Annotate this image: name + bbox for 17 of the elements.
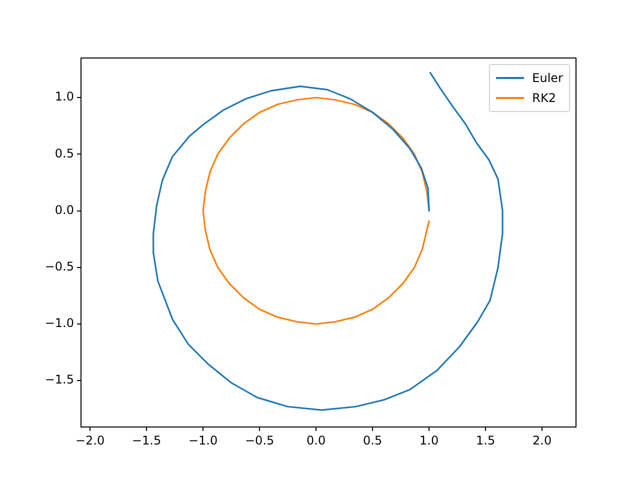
x-tick-label: 0.0 [306, 433, 326, 448]
x-tick-label: 1.0 [420, 433, 439, 448]
x-tick-label: 1.5 [476, 433, 496, 448]
y-tick-label: −1.0 [44, 316, 74, 330]
x-tick-label: −2.0 [75, 433, 105, 448]
x-tick-label: −1.5 [132, 433, 162, 448]
legend-label: RK2 [532, 91, 556, 105]
y-tick-label: 1.0 [54, 90, 74, 104]
x-tick-label: 2.0 [532, 433, 552, 448]
y-tick-label: −1.5 [44, 372, 74, 387]
y-tick-label: 0.5 [54, 146, 74, 160]
y-tick-label: 0.0 [54, 202, 74, 217]
legend-label: Euler [532, 71, 563, 85]
x-tick-label: −1.0 [188, 433, 218, 448]
y-tick-label: −0.5 [44, 260, 74, 274]
x-tick-label: 0.5 [363, 433, 382, 448]
x-tick-label: −0.5 [244, 433, 274, 448]
